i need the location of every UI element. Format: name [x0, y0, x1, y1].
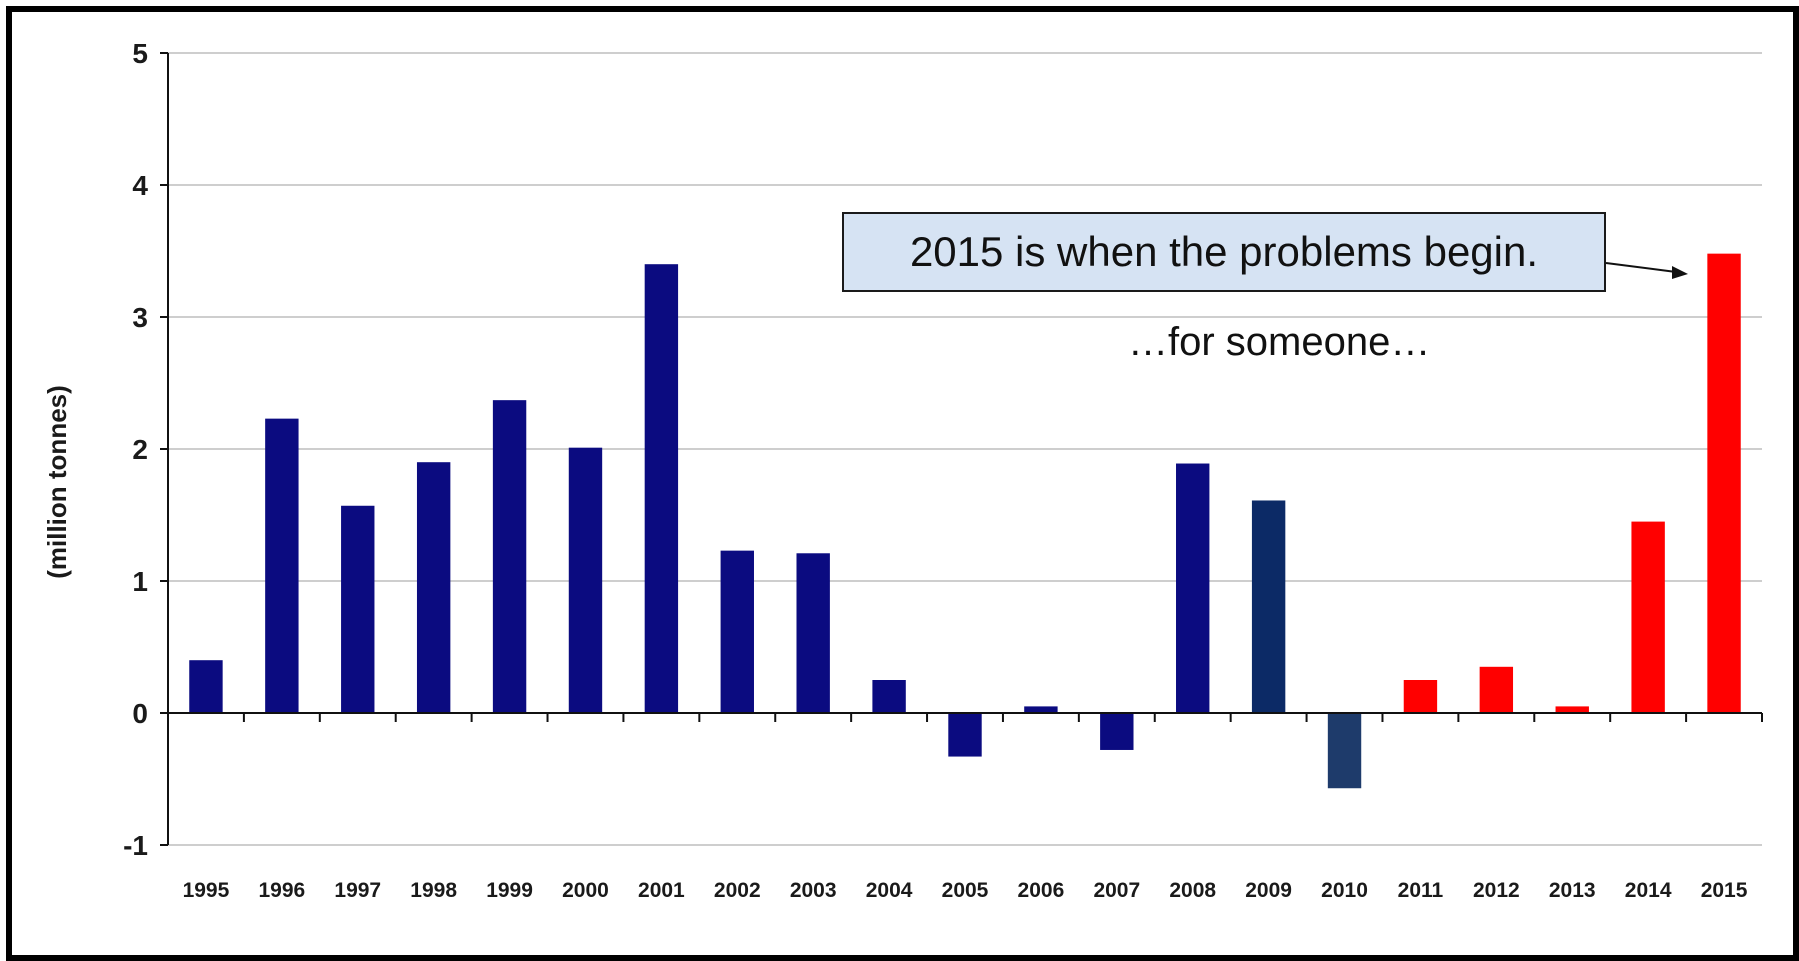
bar-2012 — [1479, 666, 1514, 713]
bar-2004 — [872, 680, 906, 713]
x-tick-label: 2006 — [1018, 879, 1065, 902]
y-tick-label: 4 — [132, 170, 148, 201]
bar-1997 — [341, 505, 375, 713]
x-tick-label: 2010 — [1321, 879, 1368, 902]
x-tick-label: 2004 — [866, 879, 913, 902]
x-tick-label: 2015 — [1701, 879, 1748, 902]
x-tick-label: 2009 — [1245, 879, 1292, 902]
bar-2001 — [644, 264, 679, 713]
bars — [189, 253, 1741, 789]
bar-2007 — [1100, 713, 1134, 750]
x-tick-label: 2008 — [1169, 879, 1216, 902]
bar-2000 — [568, 447, 603, 713]
x-tick-label: 2012 — [1473, 879, 1520, 902]
y-tick-labels: 5 4 3 2 1 0 -1 — [123, 38, 148, 861]
y-tick-label: 2 — [132, 434, 148, 465]
x-tick-label: 2000 — [562, 879, 609, 902]
x-tick-label: 1999 — [486, 879, 533, 902]
x-tick-label: 2003 — [790, 879, 837, 902]
x-tick-label: 2011 — [1398, 879, 1444, 902]
x-tick-label: 2001 — [638, 879, 685, 902]
y-tick-label: -1 — [123, 830, 148, 861]
y-tick-label: 5 — [132, 38, 148, 69]
x-tick-label: 2002 — [714, 879, 761, 902]
y-tick-label: 3 — [132, 302, 148, 333]
annotation-note: …for someone… — [1128, 320, 1431, 364]
bar-1999 — [492, 400, 527, 713]
bar-1995 — [189, 660, 223, 713]
x-tick-labels: 1995 1996 1997 1998 1999 2000 2001 2002 2003 2004… — [183, 879, 1748, 902]
chart-frame — [6, 6, 1799, 961]
bar-2008 — [1176, 463, 1210, 713]
x-tick-label: 1998 — [410, 879, 457, 902]
x-tick-label: 1996 — [258, 879, 305, 902]
bar-2006 — [1024, 706, 1058, 713]
x-tick-label: 2005 — [942, 879, 989, 902]
x-tick-label: 2013 — [1549, 879, 1596, 902]
bar-2010 — [1327, 713, 1362, 789]
bar-1998 — [416, 462, 451, 713]
bar-2005 — [948, 713, 982, 757]
callout-arrow — [1605, 262, 1688, 279]
bar-2003 — [796, 553, 830, 713]
x-tick-label: 1997 — [334, 879, 381, 902]
bar-2014 — [1631, 521, 1665, 713]
bar-2009 — [1251, 500, 1286, 713]
callout-box: 2015 is when the problems begin. — [842, 212, 1606, 292]
y-tick-label: 1 — [132, 566, 148, 597]
y-axis-label: (million tonnes) — [42, 385, 72, 579]
bar-2015 — [1707, 253, 1741, 713]
bar-1996 — [265, 418, 299, 713]
y-tick-label: 0 — [132, 698, 148, 729]
x-tick-label: 1995 — [183, 879, 230, 902]
bar-2013 — [1555, 706, 1589, 713]
bar-2011 — [1403, 680, 1438, 713]
x-tick-label: 2007 — [1093, 879, 1140, 902]
axes — [160, 52, 1763, 846]
bar-2002 — [720, 550, 754, 713]
x-tick-label: 2014 — [1625, 879, 1672, 902]
